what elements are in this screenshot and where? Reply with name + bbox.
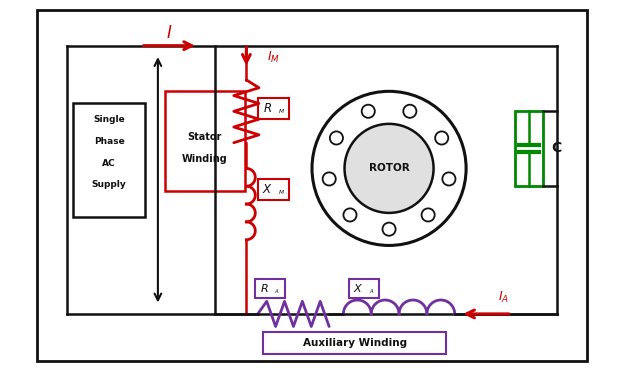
- Text: C: C: [551, 141, 562, 155]
- Text: $X$: $X$: [262, 183, 273, 196]
- Text: $\mathit{I}_A$: $\mathit{I}_A$: [498, 290, 509, 305]
- Circle shape: [435, 131, 448, 145]
- Bar: [255, 279, 285, 298]
- Text: $\mathit{I}_M$: $\mathit{I}_M$: [268, 49, 280, 65]
- Text: Supply: Supply: [92, 180, 127, 190]
- Text: $_{A}$: $_{A}$: [369, 286, 374, 296]
- Text: AC: AC: [102, 159, 116, 168]
- Text: $_{M}$: $_{M}$: [278, 107, 285, 116]
- Circle shape: [422, 209, 435, 221]
- Text: Single: Single: [93, 115, 125, 124]
- Text: $R$: $R$: [260, 282, 268, 294]
- Text: Auxiliary Winding: Auxiliary Winding: [303, 338, 407, 348]
- Circle shape: [343, 209, 356, 221]
- Circle shape: [362, 105, 375, 118]
- Text: $R$: $R$: [263, 102, 272, 115]
- Circle shape: [344, 124, 434, 213]
- Bar: [258, 179, 289, 200]
- Bar: [74, 103, 145, 217]
- Text: Stator: Stator: [187, 132, 222, 142]
- Text: $_{M}$: $_{M}$: [278, 188, 285, 197]
- Text: WIRA: WIRA: [149, 125, 224, 149]
- Text: $_{A}$: $_{A}$: [275, 286, 280, 296]
- Circle shape: [330, 131, 343, 145]
- Text: $\mathit{I}$: $\mathit{I}$: [166, 23, 172, 42]
- Circle shape: [442, 173, 456, 186]
- Circle shape: [403, 105, 416, 118]
- Text: ELECTRICAL: ELECTRICAL: [392, 158, 494, 173]
- Text: ELECTRICAL: ELECTRICAL: [135, 158, 237, 173]
- Text: Winding: Winding: [182, 154, 228, 164]
- Bar: [515, 111, 543, 186]
- Text: WIRA: WIRA: [406, 125, 481, 149]
- Circle shape: [312, 91, 466, 246]
- Text: $X$: $X$: [353, 282, 363, 294]
- Circle shape: [383, 223, 396, 236]
- Circle shape: [323, 173, 336, 186]
- Bar: [263, 332, 446, 354]
- Bar: [258, 98, 289, 119]
- Bar: [349, 279, 379, 298]
- Text: ROTOR: ROTOR: [369, 163, 409, 173]
- Bar: [165, 91, 245, 191]
- Text: Phase: Phase: [94, 137, 124, 146]
